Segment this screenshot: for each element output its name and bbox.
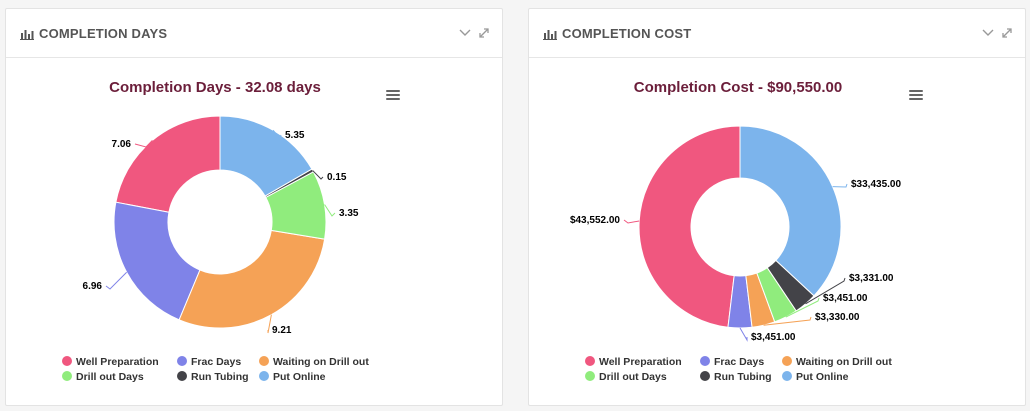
panel-title: COMPLETION DAYS: [39, 26, 168, 41]
legend-label: Well Preparation: [599, 356, 682, 368]
data-label-frac-days: $3,451.00: [751, 332, 796, 343]
panel-header: COMPLETION COST: [529, 9, 1025, 58]
connector-line: [312, 170, 324, 180]
legend-item-put-online[interactable]: Put Online: [259, 371, 326, 383]
chart-menu-icon[interactable]: [909, 90, 923, 100]
connector-line: [739, 327, 748, 342]
legend-label: Frac Days: [714, 356, 764, 368]
connector-line: [324, 204, 336, 217]
slice-well-preparation[interactable]: [638, 125, 741, 328]
slice-put-online[interactable]: [219, 115, 313, 197]
legend-marker: [782, 356, 792, 366]
legend-marker: [62, 356, 72, 366]
chart-title: Completion Cost - $90,550.00: [634, 79, 842, 96]
legend-item-well-preparation[interactable]: Well Preparation: [62, 356, 159, 368]
connector-line: [134, 139, 153, 148]
legend-item-drill-out-days[interactable]: Drill out Days: [62, 371, 144, 383]
connector-line: [105, 271, 128, 290]
connector-line: [267, 314, 272, 334]
data-label-waiting-on-drill-out: $3,330.00: [815, 312, 860, 323]
data-label-frac-days: 6.96: [83, 281, 103, 292]
legend-item-run-tubing[interactable]: Run Tubing: [177, 371, 249, 383]
bar-chart-icon: [543, 30, 557, 40]
chart-menu-icon[interactable]: [386, 90, 400, 100]
chevron-down-icon[interactable]: [458, 26, 472, 40]
legend-label: Frac Days: [191, 356, 241, 368]
legend-marker: [62, 371, 72, 381]
chevron-down-icon[interactable]: [981, 26, 995, 40]
completion-cost-chart: Completion Cost - $90,550.00 $43,552.00 $…: [570, 79, 923, 383]
legend-label: Put Online: [273, 371, 326, 383]
legend-marker: [259, 371, 269, 381]
legend-label: Waiting on Drill out: [273, 356, 369, 368]
legend-marker: [782, 371, 792, 381]
data-label-put-online: 5.35: [285, 130, 305, 141]
slice-frac-days[interactable]: [113, 201, 201, 321]
legend-label: Waiting on Drill out: [796, 356, 892, 368]
expand-icon[interactable]: [477, 26, 491, 40]
legend-marker: [177, 356, 187, 366]
legend-item-waiting-on-drill-out[interactable]: Waiting on Drill out: [259, 356, 369, 368]
data-label-well-preparation: 7.06: [112, 139, 132, 150]
legend-label: Drill out Days: [599, 371, 667, 383]
connector-line: [763, 316, 812, 326]
data-label-run-tubing: 0.15: [327, 172, 347, 183]
legend-label: Drill out Days: [76, 371, 144, 383]
legend-item-put-online[interactable]: Put Online: [782, 371, 849, 383]
legend-item-frac-days[interactable]: Frac Days: [700, 356, 764, 368]
legend-marker: [177, 371, 187, 381]
legend-label: Run Tubing: [191, 371, 249, 383]
legend-marker: [259, 356, 269, 366]
legend-item-frac-days[interactable]: Frac Days: [177, 356, 241, 368]
legend-item-well-preparation[interactable]: Well Preparation: [585, 356, 682, 368]
panel-title: COMPLETION COST: [562, 26, 692, 41]
legend-marker: [700, 356, 710, 366]
chart-title: Completion Days - 32.08 days: [109, 79, 321, 96]
connector-line: [832, 183, 848, 188]
completion-days-panel: COMPLETION DAYS Completion Days - 32.08 …: [5, 8, 503, 406]
legend-marker: [585, 371, 595, 381]
slice-well-preparation[interactable]: [115, 115, 221, 213]
slice-put-online[interactable]: [739, 125, 842, 297]
connector-line: [805, 277, 846, 305]
legend-item-run-tubing[interactable]: Run Tubing: [700, 371, 772, 383]
connector-line: [272, 129, 282, 139]
expand-icon[interactable]: [1000, 26, 1014, 40]
slice-waiting-on-drill-out[interactable]: [178, 229, 326, 329]
legend-label: Run Tubing: [714, 371, 772, 383]
data-label-put-online: $33,435.00: [851, 179, 901, 190]
bar-chart-icon: [20, 30, 34, 40]
data-label-drill-out-days: 3.35: [339, 208, 359, 219]
connector-line: [785, 297, 820, 318]
data-label-drill-out-days: $3,451.00: [823, 293, 868, 304]
legend-item-waiting-on-drill-out[interactable]: Waiting on Drill out: [782, 356, 892, 368]
legend-label: Put Online: [796, 371, 849, 383]
panel-header: COMPLETION DAYS: [6, 9, 502, 58]
completion-cost-panel: COMPLETION COST Completion Cost - $90,55…: [528, 8, 1026, 406]
data-label-waiting-on-drill-out: 9.21: [272, 325, 292, 336]
data-label-run-tubing: $3,331.00: [849, 273, 894, 284]
connector-line: [623, 219, 640, 224]
legend-item-drill-out-days[interactable]: Drill out Days: [585, 371, 667, 383]
legend-marker: [585, 356, 595, 366]
legend-marker: [700, 371, 710, 381]
data-label-well-preparation: $43,552.00: [570, 215, 620, 226]
legend-label: Well Preparation: [76, 356, 159, 368]
completion-days-chart: Completion Days - 32.08 days 7.06 6.96 9.2…: [62, 79, 400, 383]
